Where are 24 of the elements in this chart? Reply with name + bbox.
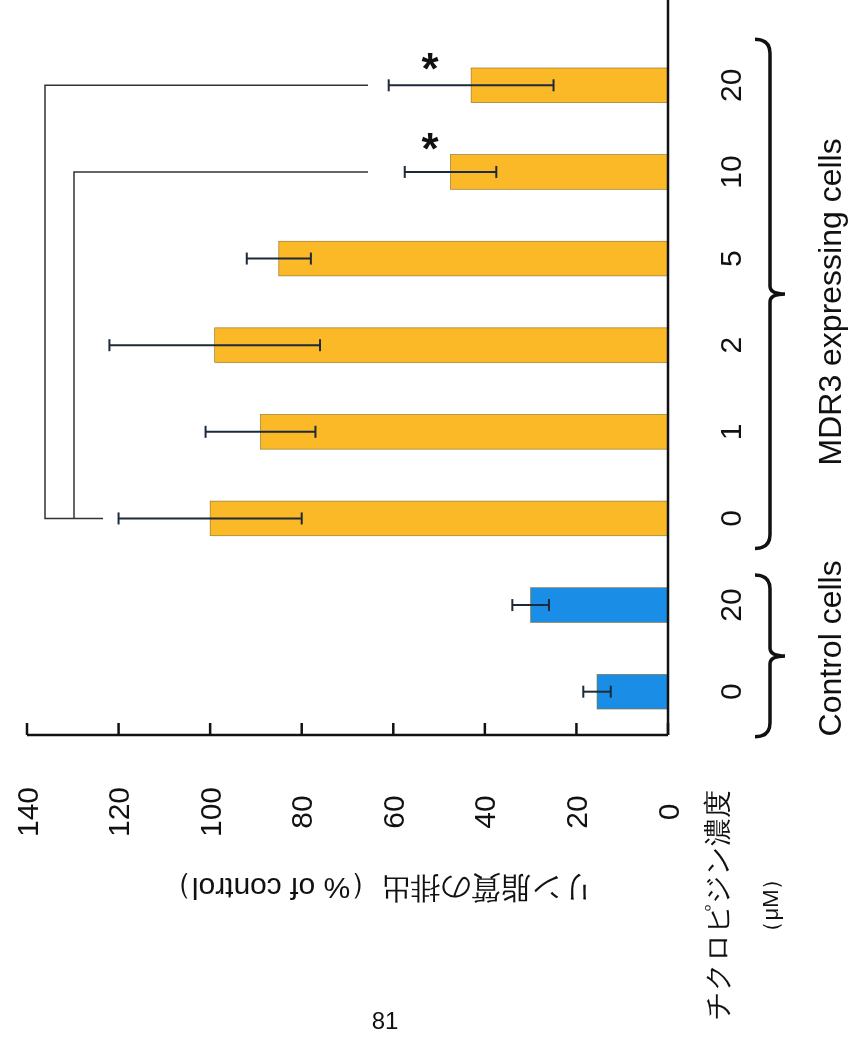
y-tick-label: 20 xyxy=(713,68,747,102)
text: （μM） xyxy=(757,867,783,943)
y-tick-label: 0 xyxy=(713,510,747,527)
x-tick-label: 0 xyxy=(651,803,685,821)
y-tick-label: 2 xyxy=(713,336,747,354)
annotation: * xyxy=(421,123,440,173)
y-tick-label: 10 xyxy=(713,155,747,189)
y-axis-title: チクロピジン濃度 xyxy=(702,790,733,1020)
x-tick-label: 60 xyxy=(376,795,410,829)
x-tick-label: 40 xyxy=(468,795,502,829)
x-tick-label: 140 xyxy=(10,786,44,838)
text: MDR3 expressing cells xyxy=(812,138,848,466)
y-tick-label: 1 xyxy=(713,423,747,441)
text: Control cells xyxy=(812,560,848,737)
x-tick-label: 120 xyxy=(102,786,136,838)
annotation: * xyxy=(421,43,440,93)
text: 81 xyxy=(371,1006,399,1034)
x-tick-label: 100 xyxy=(193,786,227,838)
y-tick-label: 5 xyxy=(713,250,747,267)
x-tick-label: 80 xyxy=(285,795,319,829)
y-tick-label: 0 xyxy=(713,683,747,701)
y-tick-label: 20 xyxy=(713,588,747,622)
x-tick-label: 20 xyxy=(559,795,593,829)
x-axis-title: リン脂質の排出（% of control） xyxy=(161,871,594,905)
